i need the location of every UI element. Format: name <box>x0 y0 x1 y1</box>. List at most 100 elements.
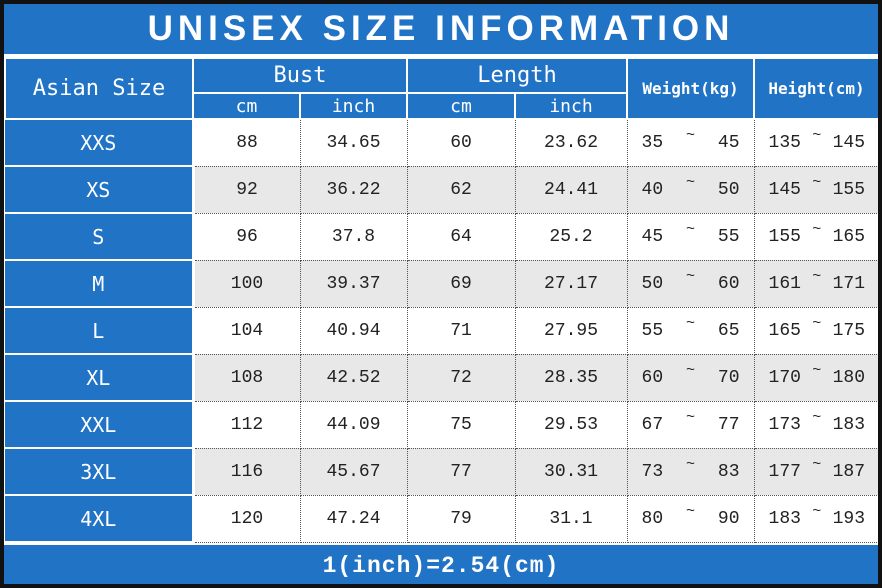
weight-range-cell: 45 ~55 <box>627 213 755 261</box>
weight-max: 77 <box>717 414 740 435</box>
weight-min: 55 <box>641 320 664 341</box>
bust-inch-cell: 36.22 <box>300 166 408 214</box>
column-header-height: Height(cm) <box>753 57 878 120</box>
table-row: XXL 112 44.09 75 29.53 67 ~77 173 ~183 <box>5 401 878 449</box>
length-inch-cell: 30.31 <box>515 448 628 496</box>
height-min: 145 <box>768 179 801 200</box>
bust-cm-cell: 88 <box>193 119 301 167</box>
weight-max: 45 <box>717 132 740 153</box>
weight-range-cell: 40 ~50 <box>627 166 755 214</box>
height-max: 165 <box>832 226 866 247</box>
column-header-asian-size: Asian Size <box>4 57 194 120</box>
weight-min: 67 <box>641 414 664 435</box>
length-inch-cell: 31.1 <box>515 495 628 543</box>
bust-inch-cell: 42.52 <box>300 354 408 402</box>
tilde-separator: ~ <box>686 362 696 379</box>
weight-range-cell: 35 ~45 <box>627 119 755 167</box>
conversion-note: 1(inch)=2.54(cm) <box>4 543 878 584</box>
weight-max: 50 <box>717 179 740 200</box>
height-min: 177 <box>768 461 801 482</box>
size-cell: XS <box>5 166 195 214</box>
bust-cm-cell: 108 <box>193 354 301 402</box>
height-max: 187 <box>832 461 866 482</box>
weight-min: 73 <box>641 461 664 482</box>
tilde-separator: ~ <box>686 127 696 145</box>
tilde-separator: ~ <box>812 456 822 473</box>
height-range-cell: 165 ~175 <box>754 307 878 355</box>
height-range-cell: 155 ~165 <box>754 213 878 261</box>
size-cell: S <box>5 213 195 261</box>
height-range-cell: 161 ~171 <box>754 260 878 308</box>
length-inch-cell: 29.53 <box>515 401 628 449</box>
length-inch-cell: 27.95 <box>515 307 628 355</box>
size-cell: L <box>5 307 195 355</box>
weight-max: 83 <box>717 461 740 482</box>
height-max: 193 <box>832 508 866 529</box>
size-cell: XXS <box>5 119 195 167</box>
table-row: L 104 40.94 71 27.95 55 ~65 165 ~175 <box>5 307 878 355</box>
length-cm-cell: 75 <box>407 401 516 449</box>
table-row: XS 92 36.22 62 24.41 40 ~50 145 ~155 <box>5 166 878 214</box>
weight-min: 35 <box>641 132 664 153</box>
length-cm-cell: 60 <box>407 119 516 167</box>
weight-min: 40 <box>641 179 664 200</box>
height-range-cell: 183 ~193 <box>754 495 878 543</box>
size-cell: XL <box>5 354 195 402</box>
bust-inch-cell: 37.8 <box>300 213 408 261</box>
tilde-separator: ~ <box>812 127 822 145</box>
bust-cm-cell: 92 <box>193 166 301 214</box>
weight-max: 60 <box>717 273 740 294</box>
weight-range-cell: 67 ~77 <box>627 401 755 449</box>
column-header-bust-inch: inch <box>298 92 409 120</box>
length-inch-cell: 28.35 <box>515 354 628 402</box>
length-cm-cell: 62 <box>407 166 516 214</box>
weight-min: 45 <box>641 226 664 247</box>
page-title: UNISEX SIZE INFORMATION <box>4 4 878 57</box>
height-min: 183 <box>768 508 801 529</box>
tilde-separator: ~ <box>686 503 696 520</box>
weight-range-cell: 73 ~83 <box>627 448 755 496</box>
weight-min: 60 <box>641 367 664 388</box>
table-row: S 96 37.8 64 25.2 45 ~55 155 ~165 <box>5 213 878 261</box>
table-row: XXS 88 34.65 60 23.62 35 ~45 135 ~145 <box>5 119 878 167</box>
tilde-separator: ~ <box>686 456 696 473</box>
height-range-cell: 170 ~180 <box>754 354 878 402</box>
bust-cm-cell: 104 <box>193 307 301 355</box>
bust-inch-cell: 45.67 <box>300 448 408 496</box>
bust-cm-cell: 112 <box>193 401 301 449</box>
height-range-cell: 135 ~145 <box>754 119 878 167</box>
length-cm-cell: 69 <box>407 260 516 308</box>
tilde-separator: ~ <box>812 503 822 520</box>
weight-min: 80 <box>641 508 664 529</box>
height-min: 165 <box>768 320 801 341</box>
weight-max: 65 <box>717 320 740 341</box>
tilde-separator: ~ <box>686 174 696 191</box>
length-cm-cell: 64 <box>407 213 516 261</box>
column-header-bust-cm: cm <box>192 92 301 120</box>
height-range-cell: 177 ~187 <box>754 448 878 496</box>
size-cell: XXL <box>5 401 195 449</box>
bust-inch-cell: 39.37 <box>300 260 408 308</box>
height-range-cell: 145 ~155 <box>754 166 878 214</box>
weight-range-cell: 60 ~70 <box>627 354 755 402</box>
table-row: 4XL 120 47.24 79 31.1 80 ~90 183 ~193 <box>5 495 878 543</box>
bust-cm-cell: 100 <box>193 260 301 308</box>
height-max: 171 <box>832 273 866 294</box>
tilde-separator: ~ <box>812 409 822 426</box>
height-min: 135 <box>768 132 801 153</box>
size-cell: 3XL <box>5 448 195 496</box>
table-row: XL 108 42.52 72 28.35 60 ~70 170 ~180 <box>5 354 878 402</box>
height-max: 155 <box>832 179 866 200</box>
length-cm-cell: 77 <box>407 448 516 496</box>
height-range-cell: 173 ~183 <box>754 401 878 449</box>
height-min: 161 <box>768 273 801 294</box>
height-min: 170 <box>768 367 801 388</box>
tilde-separator: ~ <box>812 268 822 285</box>
length-inch-cell: 25.2 <box>515 213 628 261</box>
bust-cm-cell: 116 <box>193 448 301 496</box>
height-min: 173 <box>768 414 801 435</box>
tilde-separator: ~ <box>686 221 696 238</box>
weight-min: 50 <box>641 273 664 294</box>
weight-max: 55 <box>717 226 740 247</box>
